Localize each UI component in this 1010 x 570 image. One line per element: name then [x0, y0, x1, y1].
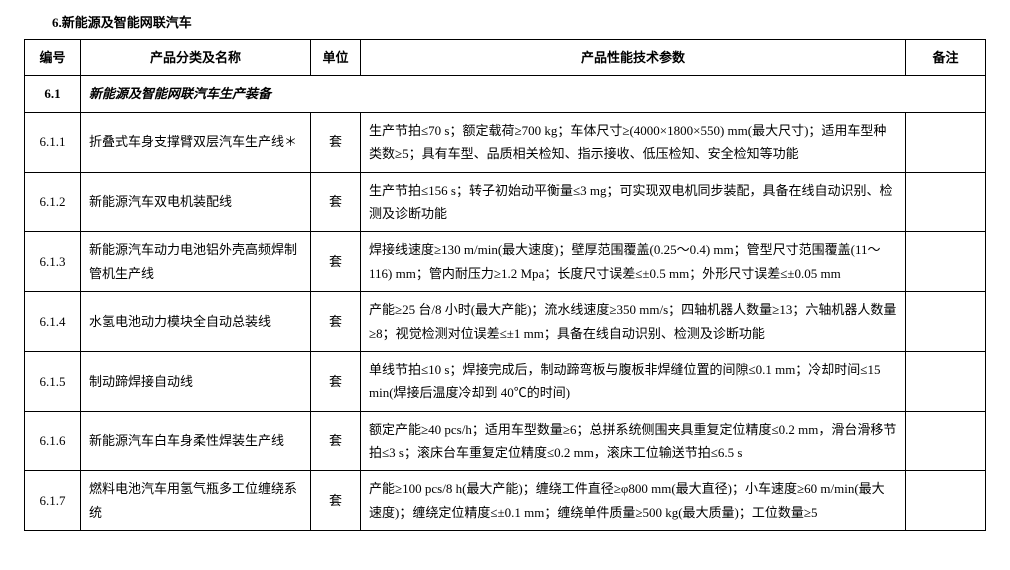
- col-spec: 产品性能技术参数: [361, 40, 906, 76]
- cell-name: 新能源汽车动力电池铝外壳高频焊制管机生产线: [81, 232, 311, 292]
- cell-id: 6.1.2: [25, 172, 81, 232]
- cell-note: [906, 112, 986, 172]
- cell-unit: 套: [311, 411, 361, 471]
- table-row: 6.1.2 新能源汽车双电机装配线 套 生产节拍≤156 s；转子初始动平衡量≤…: [25, 172, 986, 232]
- cell-id: 6.1.6: [25, 411, 81, 471]
- cell-note: [906, 351, 986, 411]
- cell-spec: 焊接线速度≥130 m/min(最大速度)；壁厚范围覆盖(0.25～0.4) m…: [361, 232, 906, 292]
- cell-id: 6.1.7: [25, 471, 81, 531]
- cell-note: [906, 172, 986, 232]
- col-note: 备注: [906, 40, 986, 76]
- table-row: 6.1.5 制动蹄焊接自动线 套 单线节拍≤10 s；焊接完成后，制动蹄弯板与腹…: [25, 351, 986, 411]
- cell-unit: 套: [311, 112, 361, 172]
- cell-name: 燃料电池汽车用氢气瓶多工位缠绕系统: [81, 471, 311, 531]
- cell-spec: 产能≥100 pcs/8 h(最大产能)；缠绕工件直径≥φ800 mm(最大直径…: [361, 471, 906, 531]
- cell-name: 水氢电池动力模块全自动总装线: [81, 292, 311, 352]
- cell-name: 新能源汽车白车身柔性焊装生产线: [81, 411, 311, 471]
- cell-spec: 生产节拍≤70 s；额定载荷≥700 kg；车体尺寸≥(4000×1800×55…: [361, 112, 906, 172]
- cell-unit: 套: [311, 172, 361, 232]
- table-row: 6.1.3 新能源汽车动力电池铝外壳高频焊制管机生产线 套 焊接线速度≥130 …: [25, 232, 986, 292]
- spec-table: 编号 产品分类及名称 单位 产品性能技术参数 备注 6.1 新能源及智能网联汽车…: [24, 39, 986, 531]
- col-name: 产品分类及名称: [81, 40, 311, 76]
- subsection-row: 6.1 新能源及智能网联汽车生产装备: [25, 76, 986, 112]
- table-header-row: 编号 产品分类及名称 单位 产品性能技术参数 备注: [25, 40, 986, 76]
- subsection-title: 新能源及智能网联汽车生产装备: [81, 76, 986, 112]
- table-row: 6.1.6 新能源汽车白车身柔性焊装生产线 套 额定产能≥40 pcs/h；适用…: [25, 411, 986, 471]
- cell-unit: 套: [311, 471, 361, 531]
- cell-name: 新能源汽车双电机装配线: [81, 172, 311, 232]
- cell-id: 6.1.4: [25, 292, 81, 352]
- subsection-id: 6.1: [25, 76, 81, 112]
- cell-spec: 额定产能≥40 pcs/h；适用车型数量≥6；总拼系统侧围夹具重复定位精度≤0.…: [361, 411, 906, 471]
- cell-unit: 套: [311, 232, 361, 292]
- cell-note: [906, 471, 986, 531]
- section-title: 6.新能源及智能网联汽车: [52, 12, 986, 31]
- cell-spec: 生产节拍≤156 s；转子初始动平衡量≤3 mg；可实现双电机同步装配，具备在线…: [361, 172, 906, 232]
- cell-unit: 套: [311, 292, 361, 352]
- cell-spec: 单线节拍≤10 s；焊接完成后，制动蹄弯板与腹板非焊缝位置的间隙≤0.1 mm；…: [361, 351, 906, 411]
- col-id: 编号: [25, 40, 81, 76]
- cell-id: 6.1.5: [25, 351, 81, 411]
- cell-name: 制动蹄焊接自动线: [81, 351, 311, 411]
- table-row: 6.1.7 燃料电池汽车用氢气瓶多工位缠绕系统 套 产能≥100 pcs/8 h…: [25, 471, 986, 531]
- cell-note: [906, 411, 986, 471]
- cell-id: 6.1.3: [25, 232, 81, 292]
- cell-id: 6.1.1: [25, 112, 81, 172]
- cell-name: 折叠式车身支撑臂双层汽车生产线＊: [81, 112, 311, 172]
- cell-unit: 套: [311, 351, 361, 411]
- col-unit: 单位: [311, 40, 361, 76]
- table-row: 6.1.4 水氢电池动力模块全自动总装线 套 产能≥25 台/8 小时(最大产能…: [25, 292, 986, 352]
- cell-note: [906, 232, 986, 292]
- cell-note: [906, 292, 986, 352]
- table-row: 6.1.1 折叠式车身支撑臂双层汽车生产线＊ 套 生产节拍≤70 s；额定载荷≥…: [25, 112, 986, 172]
- cell-spec: 产能≥25 台/8 小时(最大产能)；流水线速度≥350 mm/s；四轴机器人数…: [361, 292, 906, 352]
